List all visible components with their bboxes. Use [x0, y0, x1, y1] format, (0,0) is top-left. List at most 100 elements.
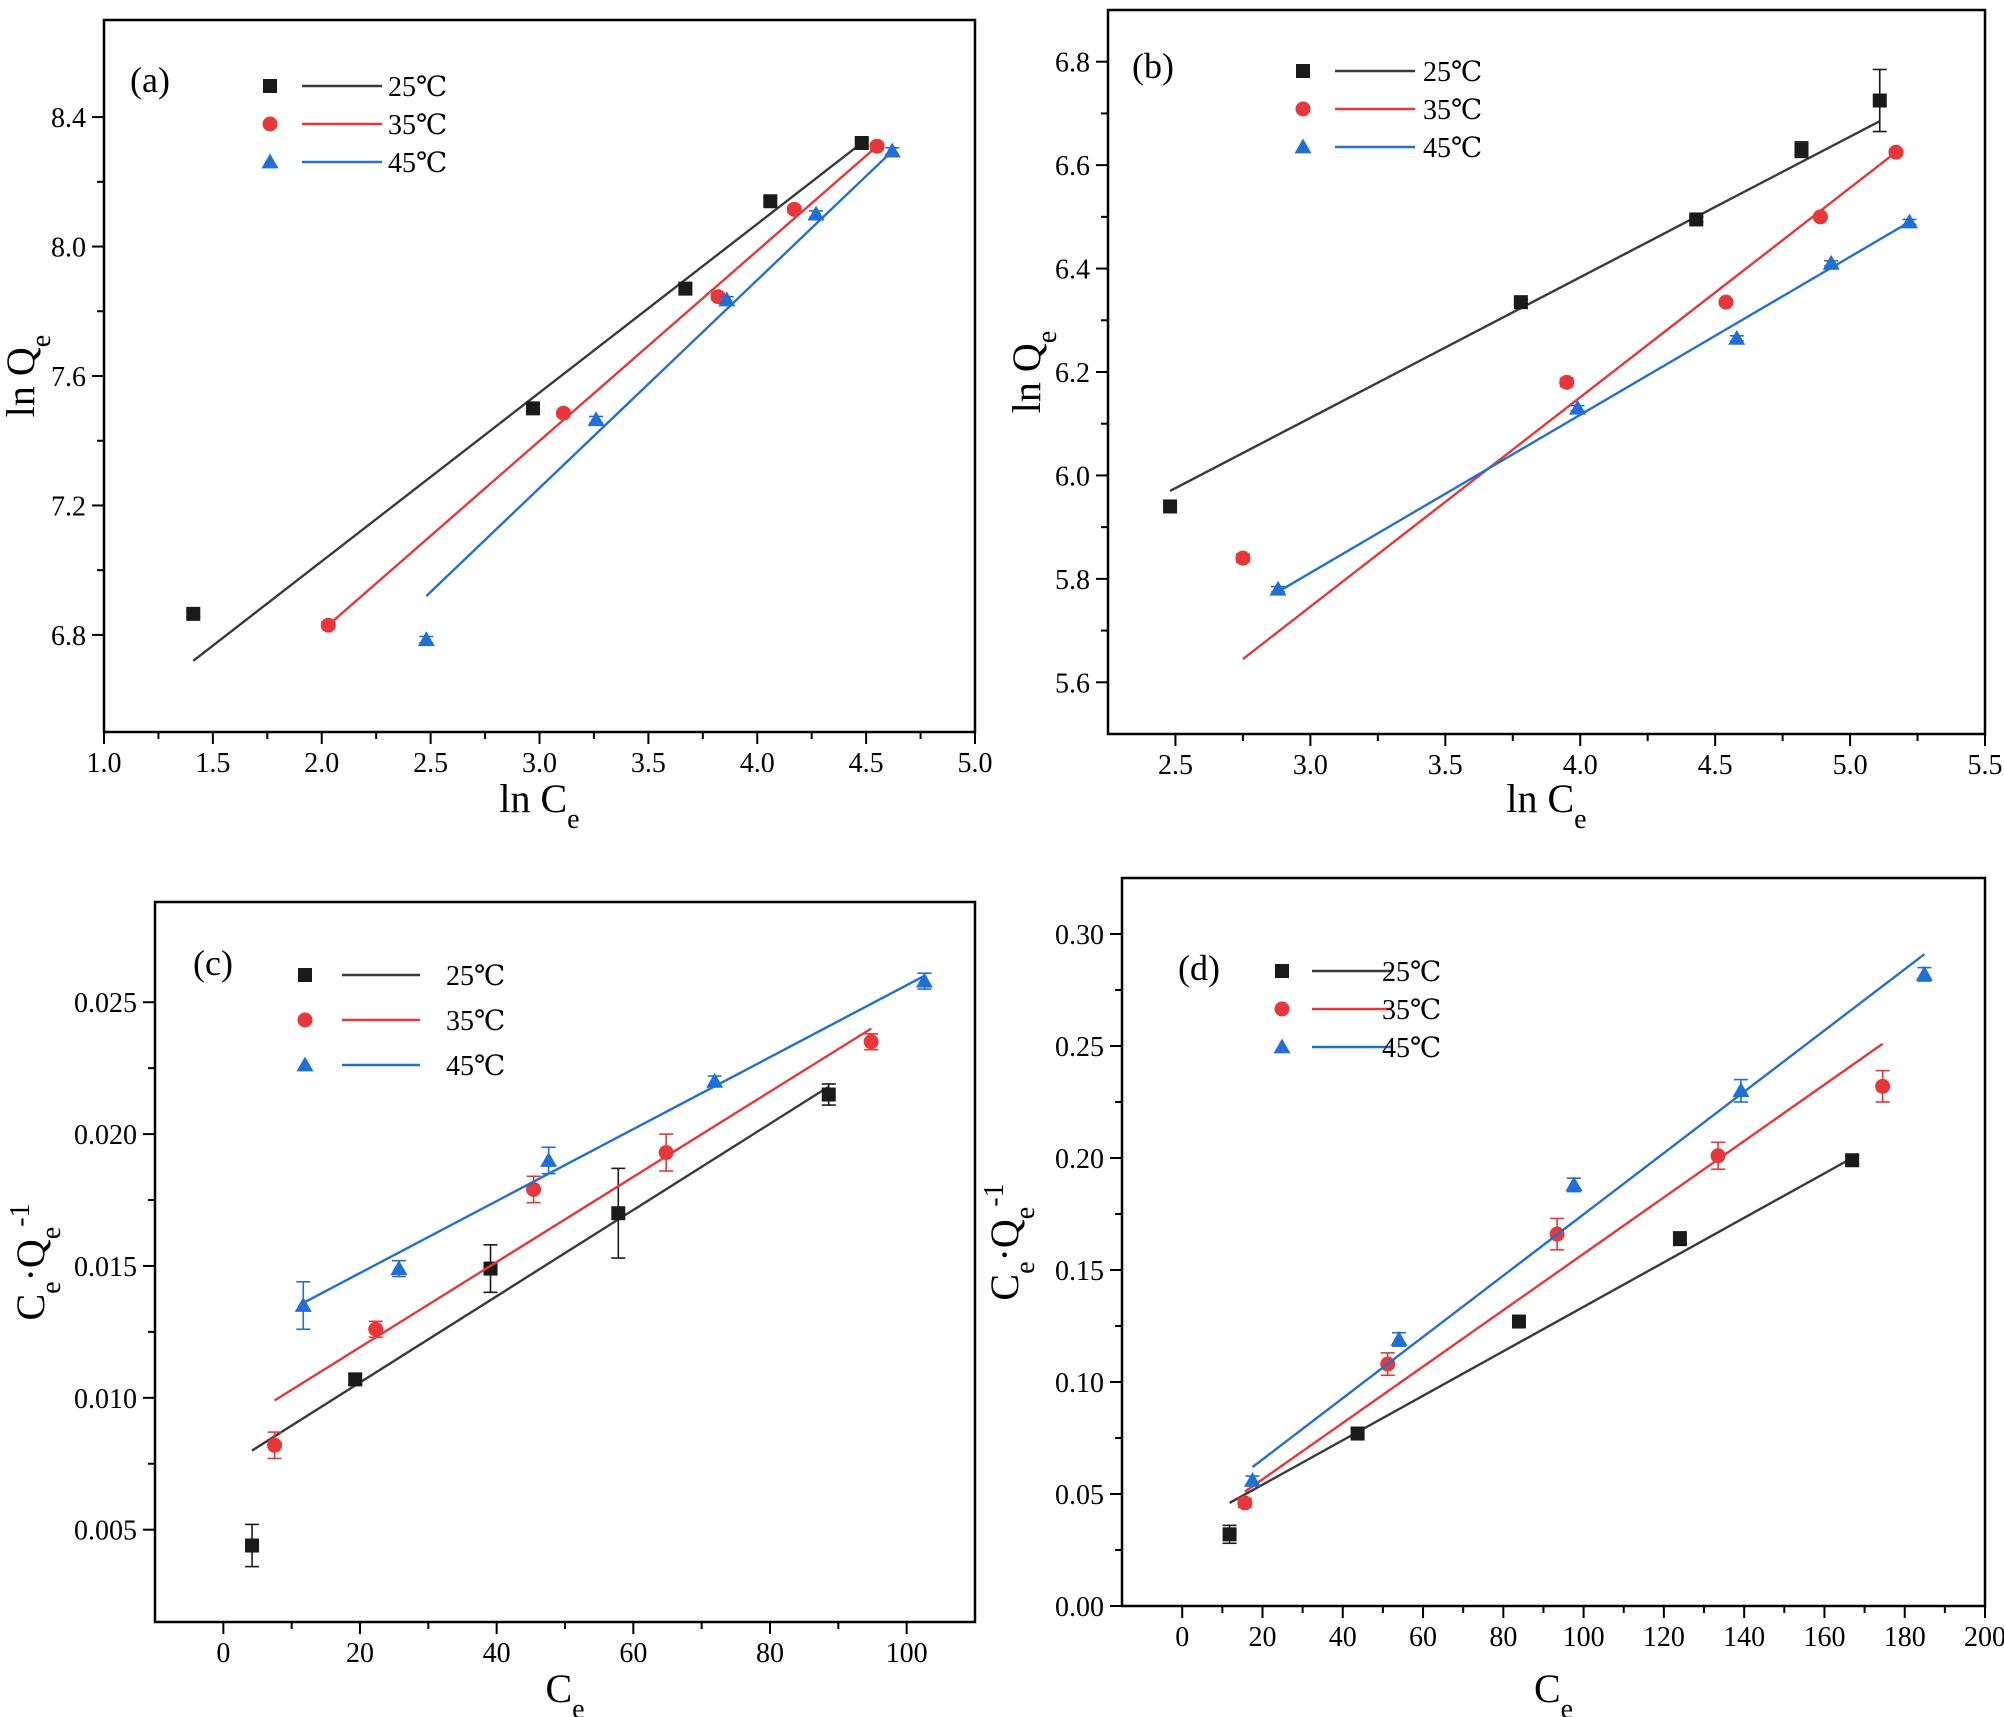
data-point — [526, 1181, 542, 1197]
axis-label-superscript: -1 — [979, 1183, 1010, 1206]
y-tick-label: 5.6 — [1055, 668, 1090, 699]
fit-line-45 — [1277, 220, 1911, 593]
axis-label-subscript: e — [36, 1281, 67, 1293]
data-point — [718, 291, 736, 307]
axis-label-subscript: e — [1032, 331, 1063, 343]
axis-label-text: ln Q — [1004, 343, 1049, 413]
data-point — [368, 1321, 384, 1337]
y-tick-label: 7.2 — [51, 491, 86, 522]
legend-marker — [297, 1012, 313, 1028]
x-axis-label: ln Ce — [499, 776, 579, 835]
axis-label-text: ·Q — [982, 1219, 1027, 1261]
data-point — [320, 617, 336, 633]
y-tick-label: 6.4 — [1055, 255, 1090, 286]
data-point — [1728, 329, 1746, 345]
legend-label: 25℃ — [1382, 957, 1441, 988]
legend-marker — [1274, 1001, 1290, 1017]
y-tick-label: 7.6 — [51, 362, 86, 393]
x-tick-label: 80 — [756, 1638, 784, 1669]
data-point — [1269, 580, 1287, 596]
panel-label: (a) — [130, 60, 170, 100]
x-tick-label: 2.0 — [304, 748, 339, 779]
data-point — [417, 631, 435, 647]
y-tick-label: 0.00 — [1055, 1592, 1104, 1623]
y-tick-label: 0.015 — [74, 1252, 137, 1283]
axis-label-subscript: e — [1574, 804, 1586, 835]
data-point — [1672, 1231, 1687, 1246]
data-point — [1569, 399, 1587, 415]
x-tick-label: 2.5 — [1158, 750, 1193, 781]
x-tick-label: 4.5 — [849, 748, 884, 779]
x-tick-label: 3.0 — [522, 748, 557, 779]
axis-label-subscript: e — [1010, 1207, 1041, 1219]
data-point — [294, 1297, 312, 1312]
data-point — [1559, 374, 1575, 390]
plot-frame — [102, 18, 977, 734]
axis-label-text: ln C — [1506, 776, 1574, 821]
x-axis-label: Ce — [545, 1666, 584, 1717]
data-point — [1511, 1314, 1526, 1329]
data-point — [348, 1372, 363, 1387]
x-axis-label: Ce — [1534, 1666, 1573, 1717]
legend-marker — [261, 153, 279, 169]
y-axis-label: ln Qe — [0, 335, 57, 417]
legend-marker — [1296, 64, 1310, 78]
x-tick-label: 4.5 — [1698, 750, 1733, 781]
x-tick-label: 100 — [1563, 1622, 1605, 1653]
legend-marker — [1275, 964, 1289, 978]
series-25 — [186, 135, 869, 662]
x-tick-label: 5.5 — [1968, 750, 2003, 781]
x-tick-label: 0 — [1175, 1622, 1189, 1653]
chart-panel-4: 0 20 40 60 80 100 120 140 160 180 200 0.00 0.05 0.10 0… — [979, 876, 2004, 1717]
legend-marker — [298, 968, 312, 982]
y-tick-label: 0.020 — [74, 1120, 137, 1151]
axis-label-text: C — [545, 1666, 572, 1711]
axis-label-subscript: e — [572, 1694, 584, 1717]
data-point — [1872, 93, 1887, 108]
data-point — [1565, 1176, 1583, 1192]
axis-label-subscript: e — [1010, 1261, 1041, 1273]
data-point — [786, 201, 802, 217]
axis-label-text: ln C — [499, 776, 567, 821]
y-tick-label: 0.25 — [1055, 1032, 1104, 1063]
legend-item-45: 45℃ — [261, 148, 447, 179]
data-point — [1235, 550, 1251, 566]
x-tick-label: 3.0 — [1293, 750, 1328, 781]
legend-marker — [296, 1056, 314, 1072]
y-tick-label: 6.6 — [1055, 151, 1090, 182]
x-tick-label: 40 — [1329, 1622, 1357, 1653]
data-point — [245, 1538, 260, 1553]
x-tick-label: 1.0 — [87, 748, 122, 779]
plot-frame — [1120, 876, 1987, 1608]
series-25 — [1222, 1153, 1860, 1545]
y-tick-label: 0.005 — [74, 1516, 137, 1547]
legend-label: 25℃ — [388, 72, 447, 103]
y-tick-label: 6.8 — [1055, 48, 1090, 79]
y-tick-label: 5.8 — [1055, 565, 1090, 596]
y-tick-label: 0.15 — [1055, 1256, 1104, 1287]
data-point — [807, 205, 825, 221]
legend-marker — [1273, 1038, 1291, 1054]
x-tick-label: 0 — [216, 1638, 230, 1669]
fit-line-45 — [1251, 953, 1926, 1469]
legend-item-35: 35℃ — [262, 110, 447, 141]
data-point — [186, 606, 201, 621]
legend-marker — [1294, 138, 1312, 154]
data-point — [863, 1034, 879, 1050]
data-point — [1718, 294, 1734, 310]
x-tick-label: 1.5 — [195, 748, 230, 779]
series-35 — [267, 1027, 879, 1460]
fit-line-25 — [1228, 1156, 1853, 1505]
series-45 — [1269, 213, 1918, 596]
axis-label-text: C — [982, 1274, 1027, 1301]
axis-label-text: ln Q — [0, 347, 43, 417]
data-point — [1915, 965, 1933, 981]
data-point — [1822, 254, 1840, 270]
data-point — [869, 138, 885, 154]
data-point — [883, 142, 901, 158]
data-point — [1513, 295, 1528, 310]
x-tick-label: 2.5 — [413, 748, 448, 779]
series-45 — [294, 972, 933, 1331]
legend-item-45: 45℃ — [296, 1051, 505, 1082]
